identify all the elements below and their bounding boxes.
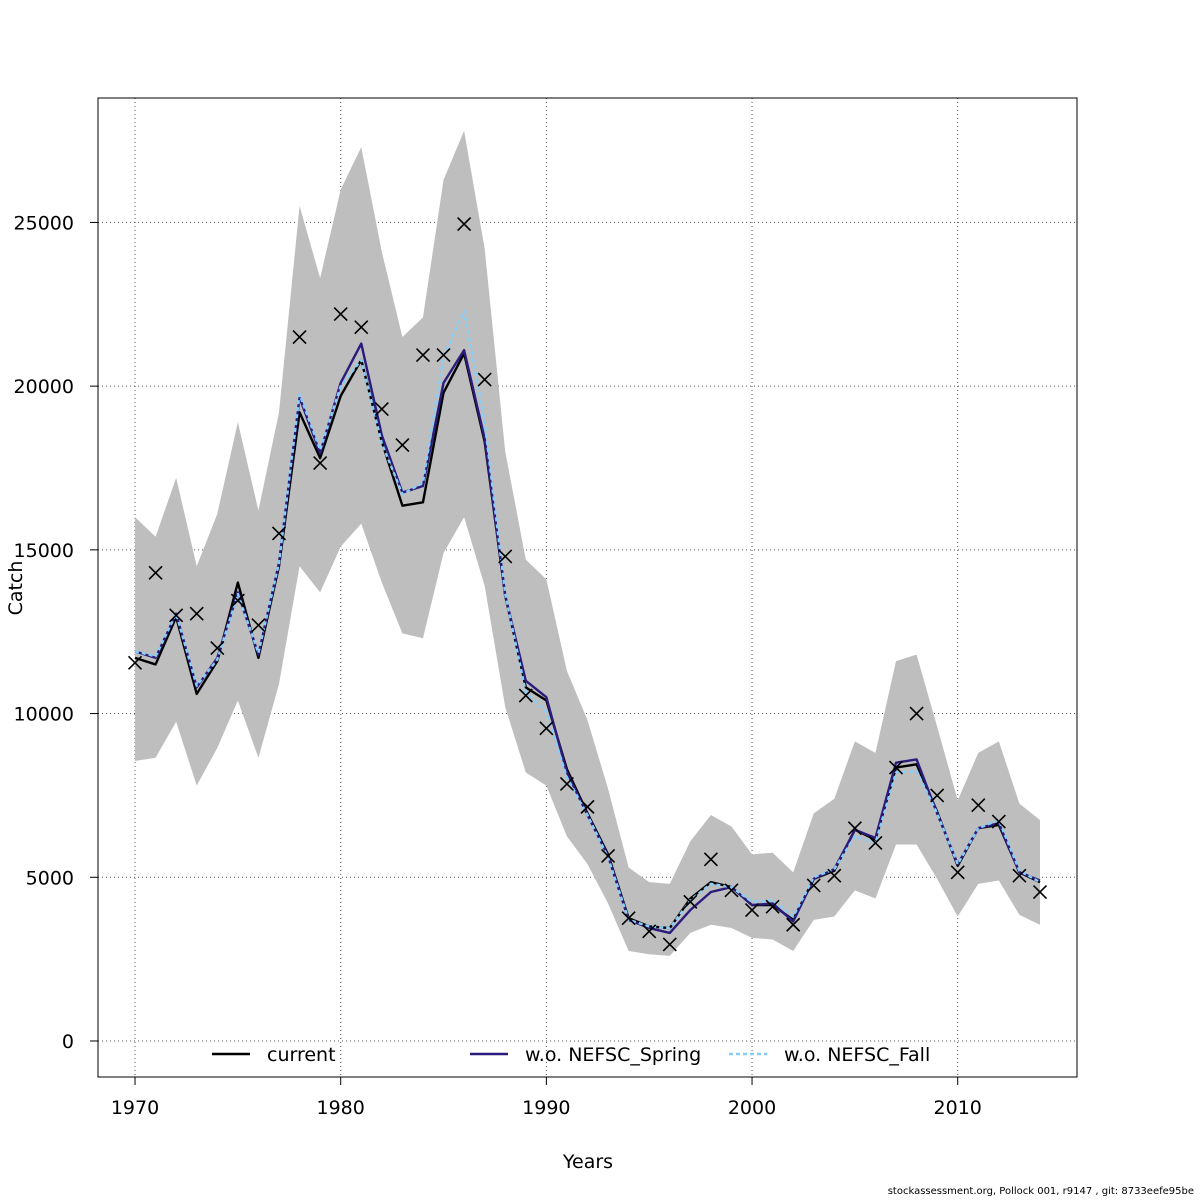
observed-point-marker	[806, 878, 821, 893]
observed-point-marker	[251, 618, 266, 633]
observed-point-marker	[827, 868, 842, 883]
observed-point-marker	[395, 438, 410, 453]
y-tick-label: 20000	[14, 376, 74, 398]
observed-point-marker	[539, 721, 554, 736]
plot-frame	[97, 97, 1078, 1078]
series-line-w-o-nefsc-fall	[134, 309, 1041, 930]
observed-point-marker	[333, 307, 348, 322]
observed-point-marker	[189, 606, 204, 621]
x-tick-label: 1980	[317, 1097, 365, 1119]
observed-point-marker	[642, 924, 657, 939]
x-tick-label: 1970	[111, 1097, 159, 1119]
legend-label: w.o. NEFSC_Fall	[784, 1044, 930, 1066]
observed-point-marker	[971, 798, 986, 813]
y-tick-label: 10000	[14, 704, 74, 726]
observed-point-marker	[148, 565, 163, 580]
observed-point-marker	[765, 899, 780, 914]
observed-point-marker	[271, 526, 287, 541]
legend-label: w.o. NEFSC_Spring	[525, 1044, 701, 1066]
observed-point-marker	[580, 799, 595, 814]
observed-point-marker	[374, 401, 389, 417]
observed-point-marker	[909, 706, 924, 721]
observed-point-marker	[518, 688, 533, 703]
observed-point-marker	[601, 848, 616, 864]
x-axis-title: Years	[562, 1151, 613, 1173]
observed-point-marker	[950, 865, 965, 880]
observed-point-marker	[786, 917, 801, 932]
observed-markers-layer	[127, 216, 1048, 952]
observed-point-marker	[724, 883, 739, 898]
footer-credit: stockassessment.org, Pollock 001, r9147 …	[887, 1186, 1194, 1197]
confidence-band-layer	[135, 130, 1040, 956]
observed-point-marker	[230, 593, 245, 608]
observed-point-marker	[457, 216, 472, 232]
series-lines-layer	[134, 309, 1041, 935]
observed-point-marker	[210, 641, 225, 656]
y-tick-label: 5000	[26, 867, 74, 889]
observed-point-marker	[1012, 868, 1027, 883]
observed-point-marker	[888, 760, 904, 775]
observed-point-marker	[868, 835, 883, 850]
x-tick-label: 1990	[522, 1097, 570, 1119]
y-tick-label: 15000	[14, 540, 74, 562]
observed-point-marker	[169, 608, 184, 623]
legend: current w.o. NEFSC_Spring w.o. NEFSC_Fall	[212, 1044, 930, 1066]
observed-point-marker	[662, 937, 677, 952]
observed-point-marker	[477, 372, 492, 387]
observed-point-marker	[127, 655, 143, 670]
observed-point-marker	[683, 894, 698, 909]
confidence-band	[135, 130, 1040, 956]
observed-point-marker	[621, 911, 636, 926]
observed-point-marker	[354, 320, 369, 335]
axes: 1970 1980 1990 2000 2010 0 5000 10000 15000 20000…	[14, 212, 982, 1119]
observed-point-marker	[415, 347, 431, 363]
y-tick-label: 25000	[14, 212, 74, 234]
observed-point-marker	[498, 549, 513, 564]
y-tick-label: 0	[62, 1031, 74, 1053]
observed-point-marker	[847, 821, 862, 836]
observed-point-marker	[703, 852, 718, 867]
observed-point-marker	[559, 776, 574, 792]
observed-point-marker	[436, 347, 451, 363]
observed-point-marker	[991, 814, 1006, 829]
x-tick-label: 2000	[728, 1097, 776, 1119]
observed-point-marker	[292, 329, 307, 345]
x-tick-label: 2010	[934, 1097, 982, 1119]
observed-point-marker	[930, 788, 945, 803]
legend-label: current	[267, 1044, 336, 1066]
observed-point-marker	[744, 902, 760, 918]
y-axis-title: Catch	[5, 561, 27, 616]
observed-point-marker	[1032, 884, 1048, 900]
observed-point-marker	[313, 456, 328, 471]
